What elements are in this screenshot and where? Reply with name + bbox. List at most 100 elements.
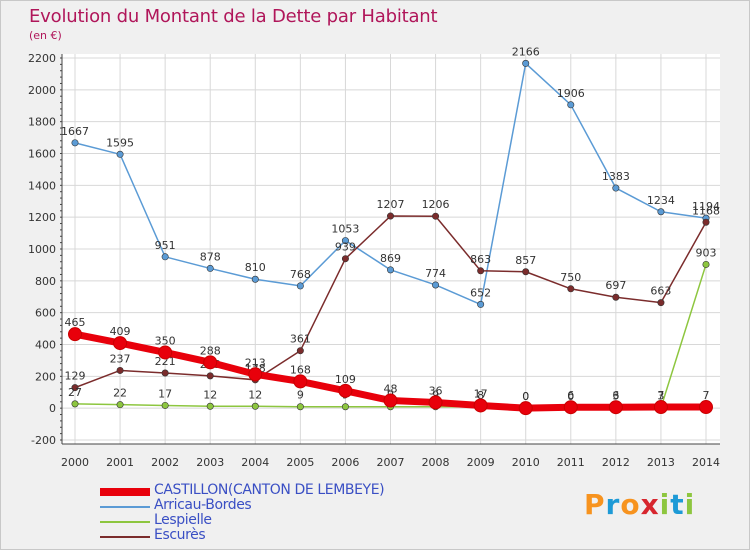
legend-swatch-lespielle: [100, 521, 150, 523]
data-label: 0: [522, 390, 529, 403]
data-label: 878: [200, 250, 221, 263]
data-point: [522, 59, 530, 67]
x-tick-label: 2009: [467, 456, 495, 469]
data-point: [116, 150, 124, 158]
y-tick-label: 1800: [28, 116, 56, 129]
data-point: [206, 372, 214, 380]
y-tick-label: 1400: [28, 179, 56, 192]
x-tick-label: 2001: [106, 456, 134, 469]
data-label: 3: [657, 390, 664, 403]
data-label: 1595: [106, 136, 134, 149]
data-point: [341, 255, 349, 263]
data-label: 951: [155, 239, 176, 252]
logo-letter: t: [670, 488, 685, 521]
x-tick-label: 2004: [241, 456, 269, 469]
data-label: 1168: [692, 204, 720, 217]
data-point: [293, 374, 308, 389]
data-point: [386, 212, 394, 220]
x-tick-label: 2000: [61, 456, 89, 469]
data-label: 22: [113, 387, 127, 400]
data-point: [251, 275, 259, 283]
data-label: 12: [203, 388, 217, 401]
data-label: 652: [470, 286, 491, 299]
data-point: [203, 355, 218, 370]
data-label: 768: [290, 268, 311, 281]
data-point: [657, 299, 665, 307]
y-tick-label: -200: [31, 434, 56, 447]
proxiti-logo: Proxiti: [584, 488, 695, 521]
y-tick-label: 2000: [28, 84, 56, 97]
data-label: 1667: [61, 125, 89, 138]
data-label: 288: [200, 344, 221, 357]
data-point: [113, 336, 128, 351]
data-label: 903: [696, 246, 717, 259]
data-label: 1053: [331, 223, 359, 236]
legend-swatch-castillon: [100, 488, 150, 496]
data-label: 12: [248, 388, 262, 401]
data-point: [158, 345, 173, 360]
logo-letter: r: [605, 488, 621, 521]
data-label: 109: [335, 373, 356, 386]
logo-letter: x: [640, 488, 660, 521]
x-tick-label: 2005: [286, 456, 314, 469]
data-point: [341, 403, 349, 411]
data-point: [341, 237, 349, 245]
logo-letter: i: [684, 488, 696, 521]
data-point: [71, 384, 79, 392]
data-label: 1383: [602, 170, 630, 183]
data-label: 3: [612, 390, 619, 403]
data-point: [477, 267, 485, 275]
data-label: 7: [703, 389, 710, 402]
data-point: [518, 401, 533, 416]
data-point: [702, 218, 710, 226]
y-tick-label: 1600: [28, 148, 56, 161]
legend-label-arricau-bordes: Arricau-Bordes: [154, 497, 252, 513]
data-point: [608, 400, 623, 415]
data-label: 663: [650, 285, 671, 298]
data-point: [653, 400, 668, 415]
data-label: 1206: [422, 198, 450, 211]
data-label: 7: [657, 389, 664, 402]
data-point: [386, 266, 394, 274]
y-tick-label: 0: [49, 402, 56, 415]
x-tick-label: 2011: [557, 456, 585, 469]
data-label: 27: [68, 386, 82, 399]
data-point: [432, 281, 440, 289]
data-label: 774: [425, 267, 446, 280]
data-label: 350: [155, 334, 176, 347]
data-label: 0: [567, 390, 574, 403]
data-label: 221: [155, 355, 176, 368]
data-label: 6: [567, 389, 574, 402]
data-label: 8: [477, 389, 484, 402]
y-tick-label: 1200: [28, 211, 56, 224]
data-point: [116, 366, 124, 374]
data-label: 939: [335, 241, 356, 254]
data-point: [428, 395, 443, 410]
data-point: [161, 401, 169, 409]
logo-letter: o: [620, 488, 641, 521]
y-tick-label: 600: [35, 307, 56, 320]
data-point: [71, 400, 79, 408]
data-point: [567, 285, 575, 293]
y-tick-label: 400: [35, 339, 56, 352]
data-point: [206, 264, 214, 272]
data-label: 17: [158, 387, 172, 400]
data-label: 129: [65, 370, 86, 383]
data-label: 213: [245, 356, 266, 369]
x-tick-label: 2012: [602, 456, 630, 469]
data-point: [161, 253, 169, 261]
logo-letter: P: [584, 488, 606, 521]
data-point: [522, 268, 530, 276]
data-point: [383, 393, 398, 408]
data-label: 750: [560, 271, 581, 284]
data-label: 697: [605, 279, 626, 292]
data-label: 9: [297, 389, 304, 402]
y-tick-label: 1000: [28, 243, 56, 256]
y-tick-label: 2200: [28, 52, 56, 65]
x-tick-label: 2014: [692, 456, 720, 469]
chart-title: Evolution du Montant de la Dette par Hab…: [29, 6, 438, 27]
data-label: 17: [474, 387, 488, 400]
data-label: 465: [65, 316, 86, 329]
legend-swatch-escures: [100, 536, 150, 538]
